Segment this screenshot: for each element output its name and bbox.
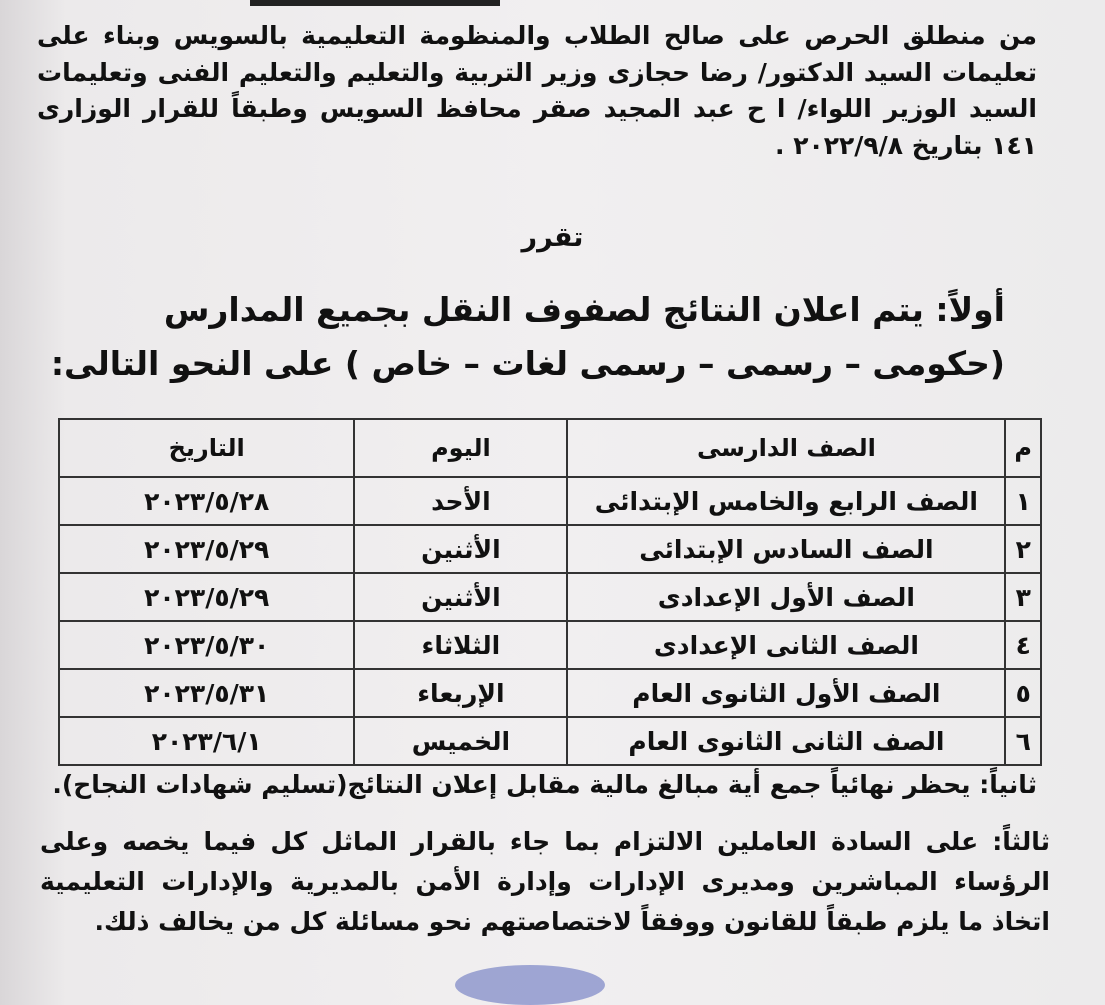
- cell-grade: الصف الرابع والخامس الإبتدائى: [566, 476, 1007, 526]
- table-row: ٣ الصف الأول الإعدادى الأثنين ٢٠٢٣/٥/٢٩: [57, 572, 1042, 622]
- first-item-line1: أولاً: يتم اعلان النتائج لصفوف النقل بجم…: [163, 290, 1005, 329]
- cell-day: الأحد: [353, 476, 569, 526]
- table-row: ٤ الصف الثانى الإعدادى الثلاثاء ٢٠٢٣/٥/٣٠: [57, 620, 1042, 670]
- header-num: م: [1004, 418, 1042, 478]
- cell-grade: الصف الثانى الإعدادى: [566, 620, 1007, 670]
- table-row: ١ الصف الرابع والخامس الإبتدائى الأحد ٢٠٢٣/…: [57, 476, 1042, 526]
- stamp-image: [455, 965, 605, 1005]
- intro-paragraph: من منطلق الحرص على صالح الطلاب والمنظومة…: [37, 21, 1037, 160]
- cell-date: ٢٠٢٣/٥/٢٩: [57, 524, 356, 574]
- cell-date: ٢٠٢٣/٦/١: [57, 716, 356, 766]
- decision-heading: تقرر: [521, 222, 584, 253]
- cell-date: ٢٠٢٣/٥/٣٠: [57, 620, 356, 670]
- cell-grade: الصف السادس الإبتدائى: [566, 524, 1007, 574]
- table-row: ٥ الصف الأول الثانوى العام الإربعاء ٢٠٢٣/٥/…: [57, 668, 1042, 718]
- cell-grade: الصف الثانى الثانوى العام: [566, 716, 1007, 766]
- cell-num: ٢: [1004, 524, 1042, 574]
- table-header-row: م الصف الدارسى اليوم التاريخ: [57, 418, 1042, 478]
- cell-date: ٢٠٢٣/٥/٣١: [57, 668, 356, 718]
- cell-date: ٢٠٢٣/٥/٢٩: [57, 572, 356, 622]
- third-item: ثالثاً: على السادة العاملين الالتزام بما…: [40, 827, 1050, 936]
- cell-num: ٣: [1004, 572, 1042, 622]
- table-row: ٢ الصف السادس الإبتدائى الأثنين ٢٠٢٣/٥/٢٩: [57, 524, 1042, 574]
- cell-num: ٦: [1004, 716, 1042, 766]
- table-row: ٦ الصف الثانى الثانوى العام الخميس ٢٠٢٣/٦/١: [57, 716, 1042, 766]
- header-grade: الصف الدارسى: [566, 418, 1007, 478]
- top-edge: [250, 0, 500, 6]
- cell-day: الأثنين: [353, 524, 569, 574]
- first-item-line2: (حكومى – رسمى – رسمى لغات – خاص ) على ال…: [50, 344, 1005, 383]
- results-schedule-table: م الصف الدارسى اليوم التاريخ ١ الصف الراب…: [57, 418, 1042, 766]
- header-day: اليوم: [353, 418, 569, 478]
- cell-num: ٤: [1004, 620, 1042, 670]
- cell-day: الثلاثاء: [353, 620, 569, 670]
- cell-date: ٢٠٢٣/٥/٢٨: [57, 476, 356, 526]
- header-date: التاريخ: [57, 418, 356, 478]
- cell-day: الإربعاء: [353, 668, 569, 718]
- cell-num: ٥: [1004, 668, 1042, 718]
- cell-grade: الصف الأول الإعدادى: [566, 572, 1007, 622]
- cell-num: ١: [1004, 476, 1042, 526]
- cell-day: الأثنين: [353, 572, 569, 622]
- cell-day: الخميس: [353, 716, 569, 766]
- second-item: ثانياً: يحظر نهائياً جمع أية مبالغ مالية…: [52, 770, 1037, 799]
- cell-grade: الصف الأول الثانوى العام: [566, 668, 1007, 718]
